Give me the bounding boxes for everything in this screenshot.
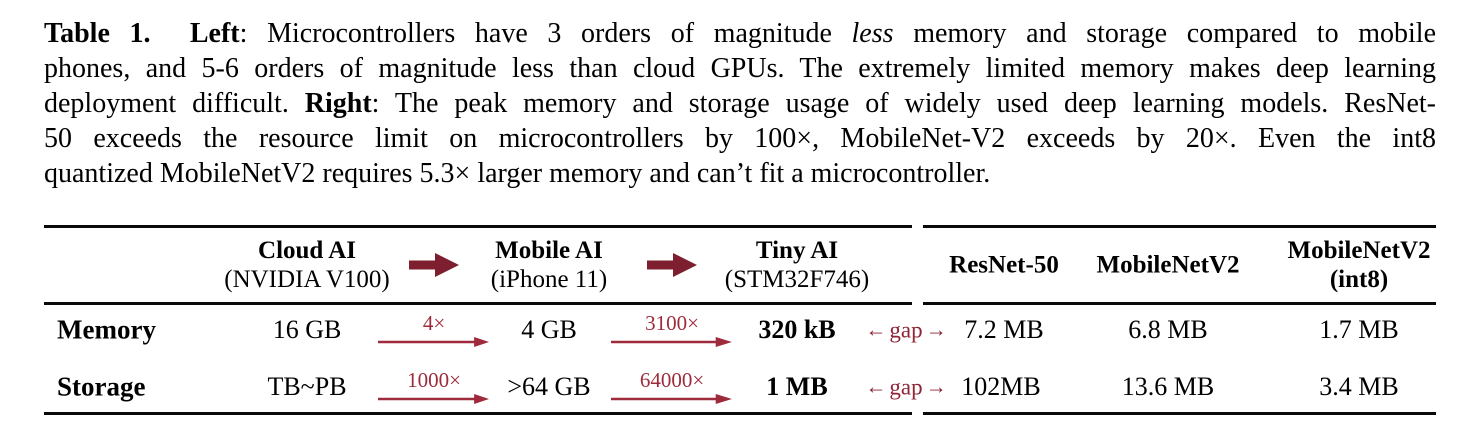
- header-subtitle: (STM32F746): [724, 266, 870, 293]
- row-label-storage: Storage: [57, 371, 146, 402]
- arrow-label: 3100×: [645, 311, 699, 335]
- header-subtitle: (iPhone 11): [490, 266, 608, 293]
- cell-memory-cloud: 16 GB: [272, 315, 342, 344]
- caption-text-segment: : The peak memory and storage usage of w…: [371, 88, 1436, 119]
- header-title: Tiny AI: [755, 237, 839, 264]
- cloud-to-mobile-arrow-icon: [409, 252, 459, 278]
- caption-italic-segment: less: [851, 18, 894, 49]
- gap-label: gap: [889, 374, 923, 400]
- caption-line: quantized MobileNetV2 requires 5.3× larg…: [44, 156, 1436, 191]
- caption-line: deployment difficult. Right: The peak me…: [44, 86, 1436, 121]
- header-title: Mobile AI: [495, 237, 603, 264]
- table-caption: Table 1. Left: Microcontrollers have 3 o…: [44, 16, 1436, 191]
- right-arrow-line-icon: [378, 394, 490, 404]
- table-rule-bottom-right: [923, 412, 1436, 415]
- arrow-label: 64000×: [639, 368, 705, 392]
- table-rule-mid-left: [44, 302, 912, 305]
- header-cloud-ai: Cloud AI (NVIDIA V100): [224, 236, 390, 294]
- mobile-to-tiny-arrow-icon: [647, 252, 697, 278]
- caption-bold-segment: Right: [304, 88, 372, 119]
- storage-mobile-to-tiny-scale-arrow: 64000×: [611, 369, 733, 405]
- table-rule-top-left: [44, 225, 912, 228]
- header-tiny-ai: Tiny AI (STM32F746): [725, 236, 869, 294]
- caption-text-segment: quantized MobileNetV2 requires 5.3× larg…: [44, 158, 991, 189]
- header-mobilenetv2-int8: MobileNetV2 (int8): [1287, 236, 1430, 294]
- cell-memory-resnet50: 7.2 MB: [964, 315, 1044, 344]
- cell-storage-mobile: >64 GB: [507, 372, 591, 401]
- cell-memory-mobilenetv2: 6.8 MB: [1128, 315, 1208, 344]
- gap-right-arrow-icon: →: [925, 374, 947, 399]
- header-subtitle: (int8): [1329, 266, 1389, 293]
- caption-line: phones, and 5-6 orders of magnitude less…: [44, 51, 1436, 86]
- cell-storage-tiny: 1 MB: [766, 372, 828, 401]
- arrow-label: 1000×: [407, 368, 461, 392]
- header-resnet50: ResNet-50: [949, 251, 1059, 280]
- gap-left-arrow-icon: ←: [865, 317, 887, 342]
- memory-mobile-to-tiny-scale-arrow: 3100×: [611, 312, 733, 348]
- table-rule-mid-right: [923, 302, 1436, 305]
- right-arrow-line-icon: [611, 337, 732, 347]
- storage-cloud-to-mobile-scale-arrow: 1000×: [378, 369, 490, 405]
- memory-cloud-to-mobile-scale-arrow: 4×: [378, 312, 490, 348]
- cell-memory-tiny: 320 kB: [758, 315, 836, 344]
- caption-text-segment: : Microcontrollers have 3 orders of magn…: [239, 18, 852, 49]
- resource-comparison-table: Cloud AI (NVIDIA V100) Mobile AI (iPhone…: [44, 191, 1436, 426]
- header-title: MobileNetV2: [1096, 251, 1240, 279]
- header-subtitle: (NVIDIA V100): [224, 266, 390, 293]
- row-label-memory: Memory: [57, 314, 156, 345]
- gap-indicator-memory: ← gap →: [865, 319, 946, 342]
- gap-right-arrow-icon: →: [925, 317, 947, 342]
- caption-text-segment: phones, and 5-6 orders of magnitude less…: [44, 53, 1436, 84]
- gap-left-arrow-icon: ←: [865, 374, 887, 399]
- cell-storage-resnet50: 102MB: [961, 372, 1041, 401]
- table-rule-top-right: [923, 225, 1436, 228]
- caption-text-segment: 50 exceeds the resource limit on microco…: [44, 123, 1436, 154]
- header-title: Cloud AI: [258, 237, 356, 264]
- caption-line: 50 exceeds the resource limit on microco…: [44, 121, 1436, 156]
- gap-label: gap: [889, 317, 923, 343]
- caption-text-segment: deployment difficult.: [44, 88, 305, 119]
- caption-text-segment: memory and storage compared to mobile: [893, 18, 1437, 49]
- cell-storage-mobilenetv2-int8: 3.4 MB: [1319, 372, 1399, 401]
- header-title: ResNet-50: [949, 251, 1059, 279]
- right-arrow-line-icon: [611, 394, 732, 404]
- right-arrow-line-icon: [378, 337, 490, 347]
- cell-storage-mobilenetv2: 13.6 MB: [1121, 372, 1215, 401]
- arrow-label: 4×: [422, 311, 446, 335]
- cell-memory-mobilenetv2-int8: 1.7 MB: [1319, 315, 1399, 344]
- header-mobilenetv2: MobileNetV2: [1096, 251, 1239, 280]
- cell-memory-mobile: 4 GB: [521, 315, 577, 344]
- caption-bold-segment: Table 1. Left: [44, 18, 240, 49]
- table-rule-bottom-left: [44, 412, 912, 415]
- header-mobile-ai: Mobile AI (iPhone 11): [491, 236, 607, 294]
- cell-storage-cloud: TB~PB: [267, 372, 347, 401]
- header-title: MobileNetV2: [1287, 237, 1431, 264]
- caption-line: Table 1. Left: Microcontrollers have 3 o…: [44, 16, 1436, 51]
- gap-indicator-storage: ← gap →: [865, 376, 946, 399]
